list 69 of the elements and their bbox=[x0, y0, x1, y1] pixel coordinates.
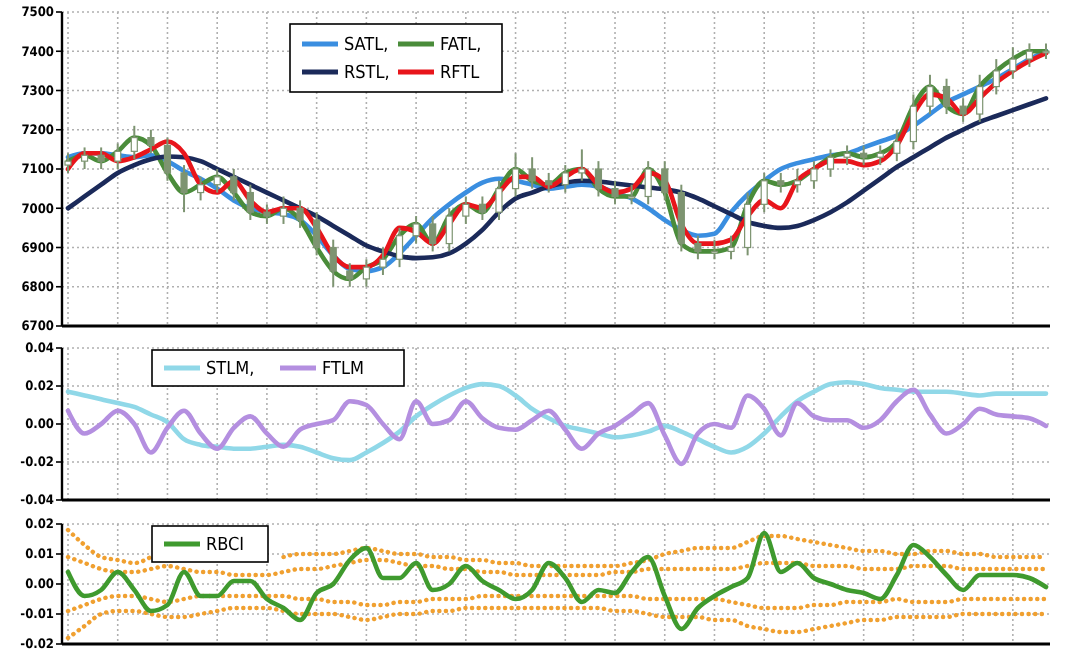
candlestick bbox=[478, 195, 487, 222]
legend-label: FATL, bbox=[440, 36, 482, 57]
candlestick bbox=[942, 77, 951, 116]
candlestick bbox=[180, 164, 188, 214]
candlestick bbox=[462, 195, 470, 225]
candlestick bbox=[362, 258, 370, 288]
candlestick bbox=[114, 142, 122, 170]
candlestick bbox=[744, 191, 752, 257]
candlestick bbox=[661, 160, 669, 202]
candlestick bbox=[594, 160, 603, 198]
candlestick bbox=[279, 195, 288, 225]
candlestick bbox=[511, 152, 520, 198]
candlestick bbox=[197, 175, 205, 202]
legend-label: STLM, bbox=[206, 360, 255, 381]
legend-label: FTLM bbox=[322, 360, 364, 381]
candlestick bbox=[843, 144, 851, 167]
candlestick bbox=[130, 124, 138, 161]
candlestick bbox=[445, 207, 453, 253]
candlestick bbox=[545, 171, 553, 194]
candlestick bbox=[777, 171, 785, 194]
candlestick bbox=[213, 168, 221, 194]
candlestick bbox=[495, 179, 503, 222]
candlestick bbox=[976, 73, 984, 123]
candlestick bbox=[64, 152, 72, 174]
candlestick bbox=[395, 226, 404, 269]
legend-label: RSTL, bbox=[344, 64, 390, 85]
candlestick bbox=[263, 203, 271, 225]
candlestick bbox=[959, 97, 967, 123]
candlestick bbox=[992, 58, 1000, 96]
candlestick bbox=[329, 238, 337, 288]
candlestick bbox=[710, 238, 719, 261]
candlestick bbox=[793, 168, 801, 194]
candlestick bbox=[230, 168, 238, 202]
candlestick bbox=[379, 246, 387, 276]
line-series bbox=[65, 530, 1049, 632]
candlestick bbox=[694, 234, 702, 261]
candlestick bbox=[528, 156, 536, 190]
candlestick bbox=[727, 234, 735, 261]
candlestick bbox=[147, 128, 155, 155]
candlestick bbox=[876, 144, 884, 167]
line-series bbox=[65, 96, 1049, 261]
candlestick bbox=[860, 144, 868, 167]
line-series bbox=[65, 605, 1049, 641]
candlestick bbox=[760, 171, 768, 214]
candlestick bbox=[611, 179, 619, 206]
candlestick bbox=[313, 211, 321, 257]
candlestick bbox=[1009, 46, 1017, 80]
candlestick bbox=[627, 183, 636, 206]
candlestick bbox=[644, 160, 652, 206]
candlestick bbox=[429, 215, 437, 253]
candlestick bbox=[926, 73, 934, 116]
candlestick bbox=[909, 93, 917, 151]
candlestick bbox=[412, 215, 420, 245]
candlestick bbox=[246, 183, 254, 222]
candlestick bbox=[80, 146, 89, 170]
candlestick bbox=[1025, 42, 1034, 68]
candlestick bbox=[296, 199, 304, 229]
candlestick bbox=[97, 146, 105, 170]
line-series bbox=[65, 593, 1049, 614]
candlestick bbox=[893, 128, 901, 163]
legend-label: SATL, bbox=[344, 36, 389, 57]
candlestick bbox=[810, 160, 818, 190]
candlestick bbox=[561, 164, 569, 194]
legend-label: RBCI bbox=[206, 536, 245, 557]
legend-label: RFTL bbox=[440, 64, 481, 85]
candlestick bbox=[346, 262, 354, 288]
candlestick bbox=[578, 148, 586, 182]
candlestick bbox=[163, 136, 172, 182]
candlestick bbox=[826, 148, 835, 178]
